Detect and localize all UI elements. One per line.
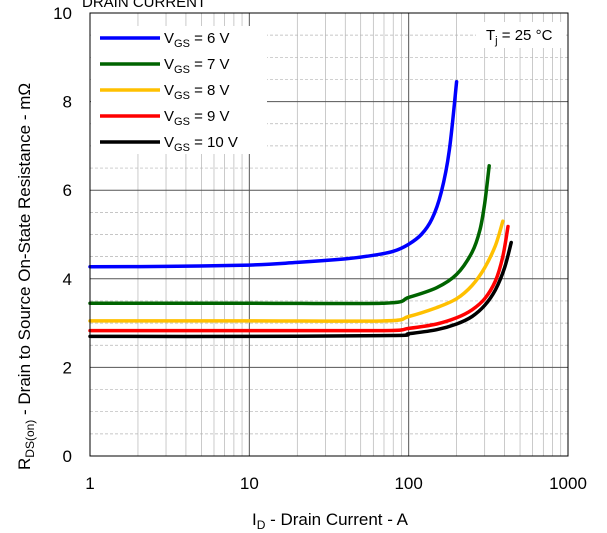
y-tick-label: 6 [63, 181, 72, 200]
series-line-4 [88, 224, 510, 333]
x-tick-label: 1 [85, 474, 94, 493]
annotation-main: T [486, 27, 495, 44]
y-tick-label: 0 [63, 447, 72, 466]
legend-label-sub: GS [174, 142, 190, 154]
x-axis-title-sub: D [257, 518, 266, 532]
series-lines [88, 79, 513, 339]
y-axis-title: RDS(on) - Drain to Source On-State Resis… [15, 83, 37, 470]
series-line-2 [88, 164, 491, 306]
annotation-sub: j [494, 35, 497, 47]
y-axis-title-main: R [15, 458, 34, 470]
plot-frame [89, 12, 569, 457]
legend-label-main: V [164, 108, 174, 125]
x-axis-title-rest: - Drain Current - A [265, 510, 408, 529]
y-tick-label: 8 [63, 93, 72, 112]
y-tick-label: 10 [53, 4, 72, 23]
legend-label-rest: = 10 V [190, 134, 238, 151]
annotation-box [476, 22, 566, 48]
legend-label-sub: GS [174, 90, 190, 102]
legend-label-main: V [164, 30, 174, 47]
series-line-5 [88, 240, 513, 339]
legend-label-sub: GS [174, 38, 190, 50]
y-axis-title-sub: DS(on) [23, 420, 37, 458]
x-tick-label: 1000 [549, 474, 587, 493]
legend-label-rest: = 8 V [190, 82, 230, 99]
x-axis-title: ID - Drain Current - A [252, 510, 409, 532]
x-axis-title-main: I [252, 510, 257, 529]
y-tick-label: 2 [63, 358, 72, 377]
chart-title: DRAIN CURRENT [82, 0, 206, 11]
y-axis-title-rest: - Drain to Source On-State Resistance - … [15, 83, 34, 420]
y-tick-label: 4 [63, 270, 72, 289]
series-line-3 [88, 219, 505, 323]
legend-label-rest: = 9 V [190, 108, 230, 125]
legend-label-3: VGS = 8 V [164, 82, 230, 102]
legend-label-rest: = 6 V [190, 30, 230, 47]
legend-label-main: V [164, 56, 174, 73]
temperature-annotation: Tj = 25 °C [476, 22, 566, 48]
legend-label-4: VGS = 9 V [164, 108, 230, 128]
x-tick-label: 10 [240, 474, 259, 493]
annotation-text: Tj = 25 °C [486, 27, 553, 47]
legend-label-main: V [164, 82, 174, 99]
series-line-1 [88, 79, 459, 269]
legend-label-sub: GS [174, 116, 190, 128]
legend-label-sub: GS [174, 64, 190, 76]
legend-label-rest: = 7 V [190, 56, 230, 73]
legend-label-main: V [164, 134, 174, 151]
legend-label-5: VGS = 10 V [164, 134, 238, 154]
x-tick-label: 100 [394, 474, 422, 493]
annotation-rest: = 25 °C [498, 27, 553, 44]
legend-label-1: VGS = 6 V [164, 30, 230, 50]
legend-label-2: VGS = 7 V [164, 56, 230, 76]
y-tick-labels: 0 2 4 6 8 10 [53, 4, 72, 466]
x-tick-labels: 1 10 100 1000 [85, 474, 587, 493]
